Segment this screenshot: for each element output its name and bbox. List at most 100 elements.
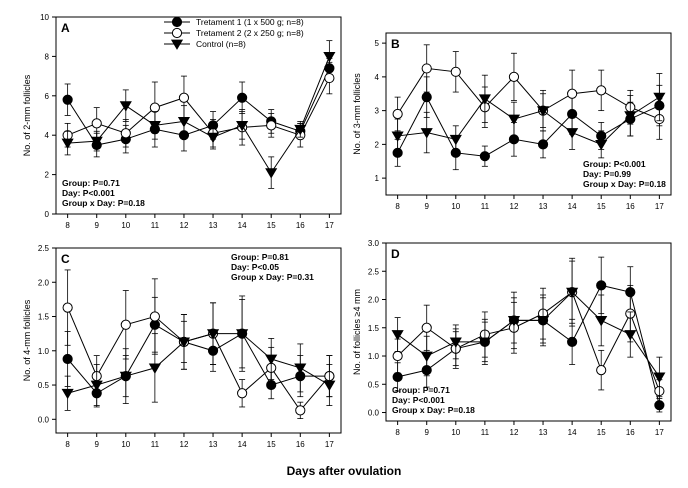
x-tick-label: 16: [296, 440, 305, 449]
y-tick-label: 3: [375, 107, 380, 116]
data-point: [391, 131, 404, 142]
x-tick-label: 11: [481, 202, 490, 211]
data-point: [566, 287, 579, 299]
series-2: [392, 257, 665, 403]
x-tick-label: 14: [568, 202, 577, 211]
data-point: [478, 94, 491, 105]
series-line: [397, 291, 660, 378]
x-tick-label: 11: [481, 428, 490, 437]
data-point: [148, 120, 161, 132]
data-point: [567, 336, 578, 347]
x-tick-label: 13: [209, 440, 218, 449]
data-point: [61, 138, 74, 150]
x-tick-label: 17: [325, 440, 334, 449]
plot-frame: [55, 247, 342, 434]
series-1: [392, 76, 665, 171]
data-point: [62, 353, 73, 365]
series-3: [61, 40, 336, 189]
data-point: [421, 92, 432, 103]
y-tick-label: 2: [375, 140, 380, 149]
x-tick-label: 12: [510, 202, 519, 211]
panel-label: A: [61, 21, 70, 35]
stat-text: Group x Day: P=0.18: [583, 179, 666, 189]
x-tick-label: 14: [238, 221, 247, 230]
legend: Tretament 1 (1 x 500 g; n=8)Tretament 2 …: [164, 16, 304, 50]
y-tick-label: 1.0: [368, 352, 380, 361]
x-tick-label: 10: [451, 428, 460, 437]
data-point: [508, 71, 520, 82]
panel-label: C: [61, 252, 70, 266]
y-tick-label: 6: [45, 92, 50, 101]
x-tick-label: 16: [626, 428, 635, 437]
data-point: [266, 120, 277, 131]
x-tick-label: 15: [267, 440, 276, 449]
data-point: [507, 114, 521, 125]
series-3: [391, 73, 666, 159]
series-line: [397, 291, 660, 392]
series-line: [67, 324, 330, 394]
y-tick-label: 0.0: [38, 415, 50, 424]
series-2: [62, 61, 335, 148]
stat-text: Group: P<0.001: [583, 159, 646, 169]
x-tick-label: 17: [325, 221, 334, 230]
data-point: [90, 136, 103, 148]
plot-frame: [55, 16, 342, 215]
x-tick-label: 8: [65, 221, 70, 230]
y-tick-label: 2.0: [38, 278, 50, 287]
series-1: [62, 296, 335, 408]
x-tick-label: 8: [395, 202, 400, 211]
x-tick-label: 9: [424, 202, 429, 211]
series-line: [397, 67, 660, 120]
x-tick-label: 13: [539, 202, 548, 211]
x-tick-label: 17: [655, 202, 664, 211]
x-tick-label: 9: [94, 440, 99, 449]
x-axis-label: Days after ovulation: [287, 464, 402, 478]
data-point: [323, 52, 336, 63]
x-tick-label: 15: [267, 221, 276, 230]
data-point: [148, 363, 161, 374]
stat-text: Group: P=0.71: [62, 178, 120, 188]
data-point: [392, 108, 403, 120]
series-2: [62, 269, 335, 420]
x-tick-label: 11: [151, 221, 160, 230]
x-tick-label: 9: [424, 428, 429, 437]
y-axis-label: No. of follicles ≥4 mm: [352, 289, 362, 375]
y-axis-label: No. of 3-mm follicles: [352, 73, 362, 155]
legend-item: Control (n=8): [164, 39, 246, 50]
panel-label: D: [391, 247, 400, 261]
legend-item: Tretament 1 (1 x 500 g; n=8): [164, 16, 304, 28]
data-point: [449, 134, 462, 146]
series-2: [392, 44, 665, 140]
data-point: [237, 92, 248, 103]
plot-frame: [385, 32, 672, 196]
series-line: [67, 56, 330, 174]
x-tick-label: 16: [626, 202, 635, 211]
x-tick-label: 16: [296, 221, 305, 230]
data-point: [62, 94, 73, 105]
y-tick-label: 5: [375, 39, 380, 48]
data-point: [294, 124, 307, 136]
data-point: [206, 132, 220, 144]
data-point: [420, 128, 433, 139]
stat-text: Day: P=0.99: [583, 169, 631, 179]
legend-item: Tretament 2 (2 x 250 g; n=8): [164, 27, 304, 39]
stat-text: Day: P<0.001: [392, 395, 445, 405]
y-tick-label: 0.0: [368, 409, 380, 418]
series-line: [67, 68, 330, 146]
stat-text: Group: P=0.71: [392, 385, 450, 395]
data-point: [119, 101, 132, 112]
y-tick-label: 0: [45, 210, 50, 219]
data-point: [421, 63, 432, 74]
panel-a: A 0 2 4 6 8 10 8 9 10 11 12 13 14 15 16 17 No. of 2-mm fo…: [22, 13, 342, 230]
series-3: [61, 295, 336, 411]
data-point: [624, 330, 637, 341]
data-point: [177, 117, 191, 128]
data-point: [149, 311, 160, 322]
data-point: [653, 372, 666, 383]
data-point: [596, 365, 607, 376]
data-point: [450, 66, 461, 77]
x-tick-label: 13: [209, 221, 218, 230]
stat-text: Group x Day: P=0.18: [392, 405, 475, 415]
x-tick-label: 10: [121, 440, 130, 449]
